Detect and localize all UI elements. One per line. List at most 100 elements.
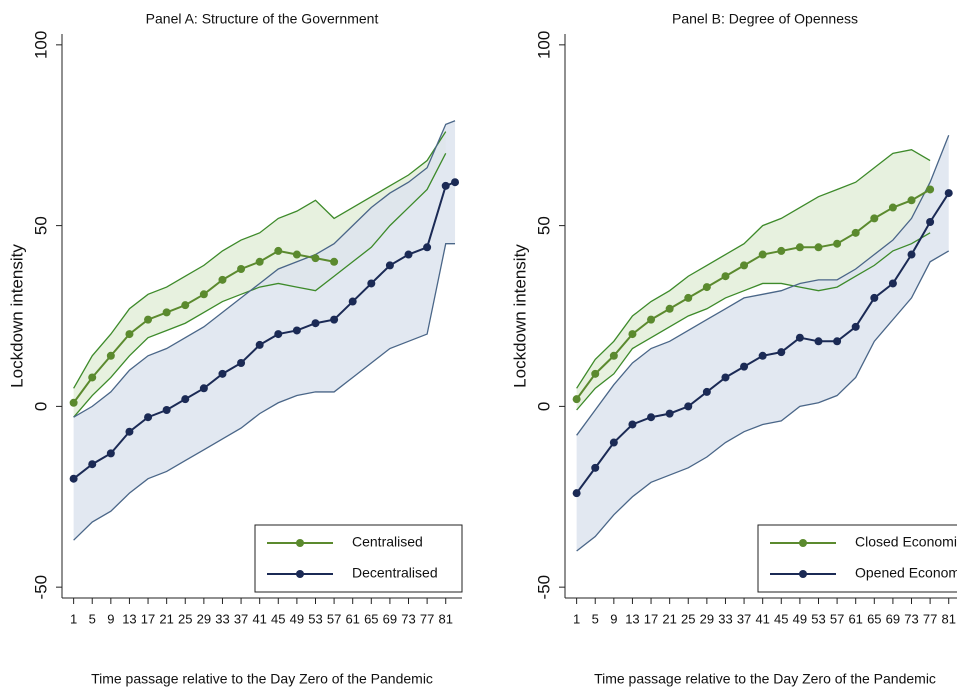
point — [572, 489, 581, 498]
x-tick-label: 21 — [662, 611, 676, 626]
point — [851, 228, 860, 237]
x-tick-label: 65 — [364, 611, 378, 626]
x-tick-label: 73 — [401, 611, 415, 626]
ci-lower — [576, 250, 950, 552]
x-tick-label: 5 — [89, 611, 96, 626]
point — [740, 261, 749, 270]
x-tick-label: 45 — [774, 611, 788, 626]
point — [944, 189, 953, 198]
x-tick-label: 69 — [886, 611, 900, 626]
x-tick-label: 81 — [438, 611, 452, 626]
y-tick-label: 0 — [31, 402, 50, 411]
point — [609, 351, 618, 360]
point — [292, 250, 301, 259]
point — [814, 337, 823, 346]
point — [740, 362, 749, 371]
point — [88, 373, 97, 382]
x-tick-label: 17 — [141, 611, 155, 626]
ci-lower — [73, 243, 456, 541]
point — [162, 308, 171, 317]
y-tick-label: 50 — [534, 216, 553, 235]
x-tick-label: 33 — [718, 611, 732, 626]
point — [758, 351, 767, 360]
y-axis-label: Lockdown intensity — [7, 244, 26, 388]
x-tick-label: 9 — [610, 611, 617, 626]
x-tick-label: 1 — [70, 611, 77, 626]
point — [237, 265, 246, 273]
point — [777, 348, 786, 357]
point — [702, 387, 711, 396]
panel-title: Panel A: Structure of the Government — [146, 11, 379, 27]
point — [870, 214, 879, 223]
point — [451, 178, 460, 187]
y-tick-label: 0 — [534, 402, 553, 411]
point — [907, 196, 916, 205]
x-tick-label: 41 — [252, 611, 266, 626]
x-tick-label: 33 — [215, 611, 229, 626]
y-tick-label: 50 — [31, 216, 50, 235]
point — [69, 474, 78, 483]
point — [758, 250, 767, 259]
point — [628, 420, 637, 429]
point — [926, 185, 935, 194]
x-tick-label: 21 — [159, 611, 173, 626]
legend-label: Opened Economies — [855, 565, 957, 581]
x-tick-label: 1 — [573, 611, 580, 626]
point — [125, 427, 134, 436]
point — [795, 243, 804, 252]
ci-band — [576, 135, 949, 551]
point — [572, 395, 581, 404]
point — [274, 246, 283, 255]
point — [181, 395, 190, 404]
point — [609, 438, 618, 447]
x-tick-label: 25 — [178, 611, 192, 626]
point — [106, 351, 115, 360]
point — [441, 181, 450, 190]
point — [423, 243, 432, 252]
point — [888, 203, 897, 212]
point — [814, 243, 823, 252]
y-tick-label: -50 — [31, 575, 50, 600]
point — [851, 322, 860, 331]
x-tick-label: 77 — [923, 611, 937, 626]
point — [255, 340, 264, 349]
point — [311, 254, 320, 263]
y-tick-label: 100 — [534, 31, 553, 59]
ci-upper — [73, 131, 447, 389]
x-axis-label: Time passage relative to the Day Zero of… — [594, 671, 936, 687]
ci-lower — [73, 153, 447, 418]
point — [311, 319, 320, 328]
x-tick-label: 61 — [345, 611, 359, 626]
series-line — [73, 181, 456, 480]
point — [721, 373, 730, 382]
point — [69, 398, 78, 407]
point — [665, 409, 674, 418]
point — [647, 413, 656, 422]
point — [926, 218, 935, 226]
x-tick-label: 41 — [755, 611, 769, 626]
x-tick-label: 29 — [700, 611, 714, 626]
x-tick-label: 13 — [625, 611, 639, 626]
point — [684, 293, 693, 302]
point — [237, 359, 246, 367]
point — [591, 369, 600, 378]
point — [88, 460, 97, 469]
point — [777, 246, 786, 255]
ci-lower — [576, 232, 931, 411]
point — [144, 413, 153, 422]
legend-box — [254, 524, 463, 593]
x-tick-label: 13 — [122, 611, 136, 626]
legend-label: Closed Economies — [855, 534, 957, 550]
ci-band — [576, 149, 931, 410]
x-tick-label: 45 — [271, 611, 285, 626]
ci-band — [73, 120, 456, 541]
point — [274, 330, 283, 339]
point — [144, 315, 153, 324]
point — [870, 293, 879, 302]
x-tick-label: 9 — [107, 611, 114, 626]
y-tick-label: 100 — [31, 31, 50, 59]
legend-dot — [799, 570, 807, 578]
x-tick-label: 25 — [681, 611, 695, 626]
point — [647, 315, 656, 324]
x-tick-label: 5 — [592, 611, 599, 626]
